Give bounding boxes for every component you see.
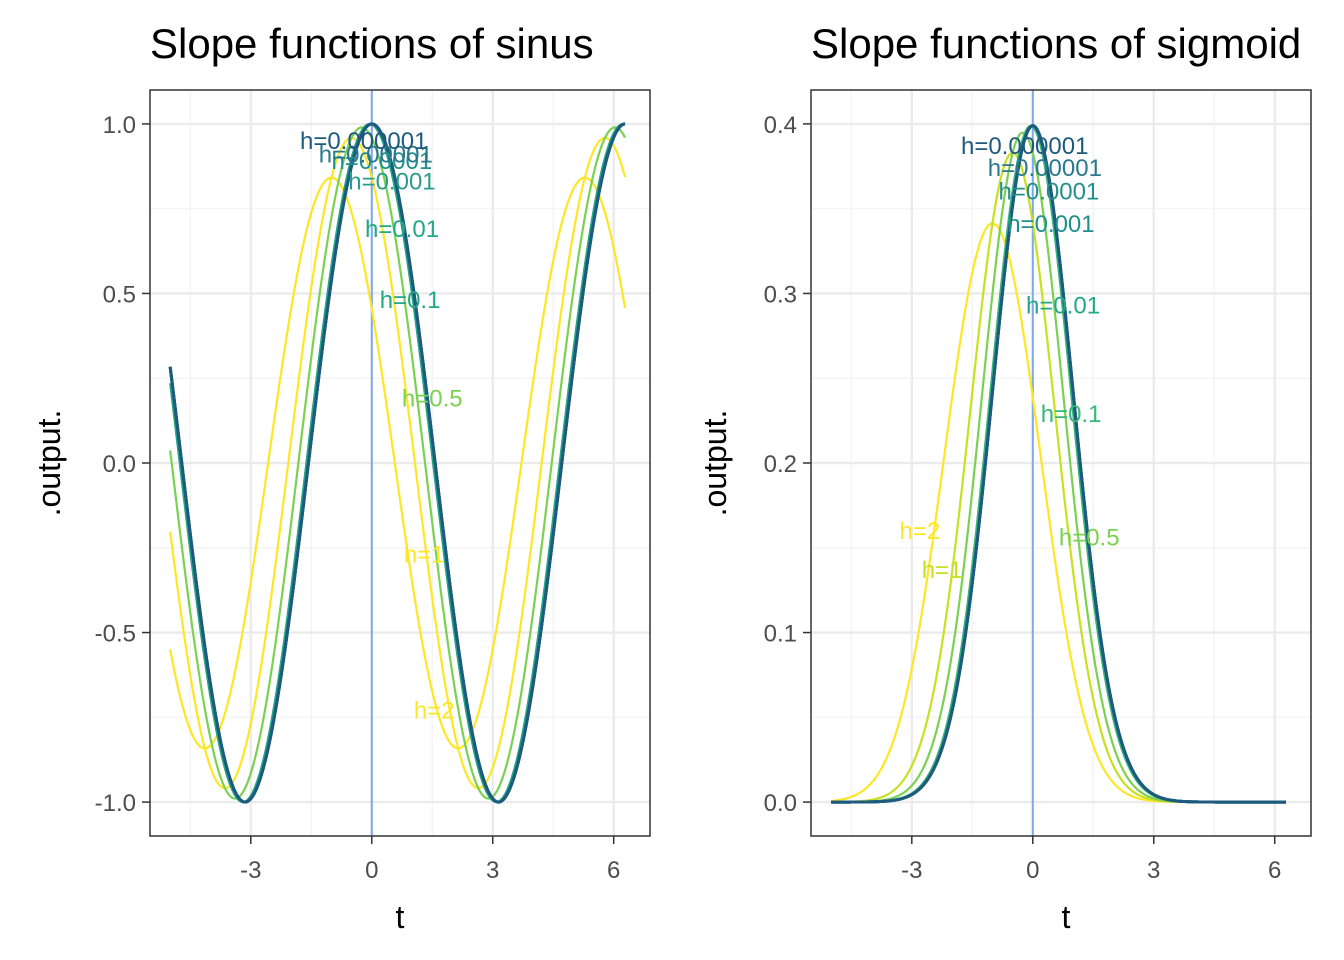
right-panel-title: Slope functions of sigmoid [811, 20, 1301, 67]
left-series-label: h=0.1 [380, 287, 441, 314]
left-x-tick-label: 3 [486, 857, 499, 884]
right-y-tick-label: 0.3 [764, 281, 797, 308]
right-series-label: h=0.00001 [988, 155, 1102, 182]
left-series-label: h=0.5 [402, 386, 463, 413]
left-y-tick-label: -0.5 [95, 621, 136, 648]
right-y-tick-label: 0.0 [764, 790, 797, 817]
right-series-line-h-0-000001 [830, 124, 1287, 804]
right-series-label: h=0.01 [1026, 292, 1100, 319]
right-y-axis-title: .output. [697, 410, 733, 517]
right-x-tick-label: 0 [1026, 857, 1039, 884]
left-curves-group [168, 122, 627, 804]
left-series-line-h-2 [169, 176, 627, 750]
left-y-tick-label: 1.0 [103, 112, 136, 139]
right-series-label: h=0.001 [1007, 211, 1094, 238]
right-y-tick-label: 0.2 [764, 451, 797, 478]
left-series-label: h=0.01 [365, 216, 439, 243]
right-x-axis-title: t [1062, 899, 1071, 935]
right-x-tick-label: 3 [1147, 857, 1160, 884]
left-panel-title: Slope functions of sinus [150, 20, 594, 67]
left-series-label: h=0.001 [348, 169, 435, 196]
left-series-label: h=0.000001 [300, 128, 427, 155]
left-series-label: h=0.00001 [319, 141, 433, 168]
left-series-label: h=0.0001 [331, 148, 432, 175]
left-series-label: h=2 [414, 698, 455, 725]
left-series-line-h-1 [169, 136, 627, 790]
left-x-tick-label: -3 [240, 857, 261, 884]
left-plot-panel: h=2 h=1 h=0.5 h=0.1 h=0.01 h=0.001h=0.0001h=0… [95, 89, 651, 884]
right-plot-panel: h=2h=1h=0.5h=0.1h=0.01h=0.001h=0.0001h=0… [764, 89, 1312, 884]
right-y-tick-label: 0.1 [764, 621, 797, 648]
left-y-axis-title: .output. [31, 410, 67, 517]
right-curves-group [830, 124, 1287, 804]
left-x-tick-label: 0 [365, 857, 378, 884]
left-y-tick-label: 0.0 [103, 451, 136, 478]
right-series-label: h=2 [900, 518, 941, 545]
left-series-line-h-0-000001 [168, 122, 626, 804]
right-y-tick-label: 0.4 [764, 112, 797, 139]
right-series-label: h=0.000001 [961, 133, 1088, 160]
left-y-tick-label: 0.5 [103, 281, 136, 308]
right-series-label: h=0.0001 [999, 179, 1100, 206]
right-x-tick-label: -3 [901, 857, 922, 884]
left-y-tick-label: -1.0 [95, 790, 136, 817]
right-x-tick-label: 6 [1268, 857, 1281, 884]
left-series-label: h=1 [404, 542, 445, 569]
right-series-label: h=0.1 [1041, 401, 1102, 428]
left-series-line-h-0-5 [169, 126, 626, 800]
left-x-axis-title: t [396, 899, 405, 935]
right-series-label: h=0.5 [1059, 525, 1120, 552]
right-series-label: h=1 [922, 557, 963, 584]
left-x-tick-label: 6 [607, 857, 620, 884]
